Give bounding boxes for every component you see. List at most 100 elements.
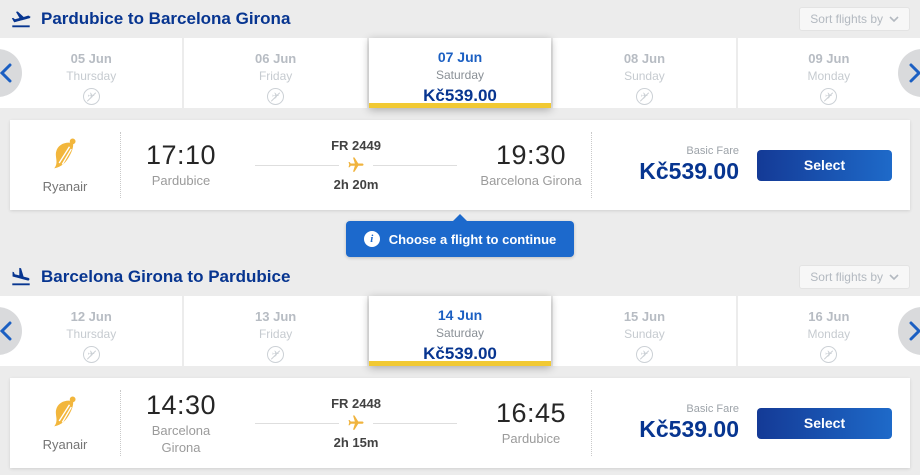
divider <box>120 132 121 198</box>
day-label: Saturday <box>436 326 485 340</box>
date-cell-14-jun-selected[interactable]: 14 Jun Saturday Kč539.00 <box>368 296 552 366</box>
day-label: Saturday <box>436 68 485 82</box>
arrival-time: 16:45 <box>495 398 567 429</box>
outbound-header: Pardubice to Barcelona Girona Sort fligh… <box>0 0 920 38</box>
day-label: Sunday <box>624 69 665 83</box>
airline-block: Ryanair <box>10 394 120 452</box>
inbound-prev-dates-button[interactable] <box>0 307 22 355</box>
plane-icon <box>348 157 364 172</box>
route-block: FR 2448 2h 15m <box>241 396 471 450</box>
fare-type-label: Basic Fare <box>686 403 739 415</box>
day-label: Thursday <box>66 69 117 83</box>
outbound-flight-card: Ryanair 17:10 Pardubice FR 2449 2h 20m 1… <box>10 120 910 210</box>
arrival-station: Pardubice <box>501 431 561 447</box>
date-cell-09-jun[interactable]: 09 Jun Monday ✈ <box>737 38 920 108</box>
inbound-header: Barcelona Girona to Pardubice Sort fligh… <box>0 258 920 296</box>
outbound-date-carousel: 05 Jun Thursday ✈ 06 Jun Friday ✈ 07 Jun… <box>0 38 920 108</box>
day-label: Thursday <box>66 327 117 341</box>
date-price: Kč539.00 <box>423 86 497 105</box>
date-label: 05 Jun <box>70 51 112 66</box>
day-label: Monday <box>807 69 851 83</box>
fare-type-label: Basic Fare <box>686 145 739 157</box>
outbound-title: Pardubice to Barcelona Girona <box>41 9 291 28</box>
tooltip-text: Choose a flight to continue <box>388 231 557 247</box>
flight-number: FR 2449 <box>331 138 381 153</box>
arrival-block: 19:30 Barcelona Girona <box>471 140 591 189</box>
flight-number: FR 2448 <box>331 396 381 411</box>
sort-label: Sort flights by <box>810 12 883 26</box>
fare-block: Basic Fare Kč539.00 <box>592 145 757 185</box>
day-label: Monday <box>807 327 851 341</box>
outbound-select-button[interactable]: Select <box>757 149 892 181</box>
outbound-prev-dates-button[interactable] <box>0 49 22 97</box>
choose-flight-tooltip: i Choose a flight to continue <box>345 214 575 257</box>
airline-block: Ryanair <box>10 136 120 194</box>
date-price: Kč539.00 <box>423 344 497 363</box>
fare-price: Kč539.00 <box>639 416 739 442</box>
date-label: 08 Jun <box>623 51 666 66</box>
no-flight-icon: ✈ <box>635 346 653 363</box>
fare-price: Kč539.00 <box>639 158 739 184</box>
flight-duration: 2h 20m <box>333 177 379 192</box>
divider <box>591 132 592 198</box>
chevron-down-icon <box>889 273 899 280</box>
arrival-station: Barcelona Girona <box>480 173 582 189</box>
date-cell-13-jun[interactable]: 13 Jun Friday ✈ <box>184 296 367 366</box>
inbound-title: Barcelona Girona to Pardubice <box>41 267 291 286</box>
no-flight-icon: ✈ <box>820 346 838 363</box>
no-flight-icon: ✈ <box>82 88 100 105</box>
departure-station: Pardubice <box>151 173 211 189</box>
departure-block: 14:30 Barcelona Girona <box>121 390 241 456</box>
divider <box>591 390 592 456</box>
inbound-next-dates-button[interactable] <box>898 307 920 355</box>
chevron-left-icon <box>0 321 11 341</box>
date-label: 07 Jun <box>437 49 483 65</box>
date-cell-08-jun[interactable]: 08 Jun Sunday ✈ <box>553 38 736 108</box>
date-label: 09 Jun <box>808 51 850 66</box>
date-label: 15 Jun <box>623 309 666 324</box>
no-flight-icon: ✈ <box>635 88 653 105</box>
outbound-next-dates-button[interactable] <box>898 49 920 97</box>
day-label: Friday <box>258 327 293 341</box>
date-label: 14 Jun <box>437 307 483 323</box>
departure-station: Barcelona Girona <box>151 423 211 455</box>
date-cell-05-jun[interactable]: 05 Jun Thursday ✈ <box>0 38 183 108</box>
departure-time: 17:10 <box>145 140 217 171</box>
flight-takeoff-icon <box>11 11 31 28</box>
date-cell-06-jun[interactable]: 06 Jun Friday ✈ <box>184 38 367 108</box>
route-line <box>255 156 457 174</box>
departure-block: 17:10 Pardubice <box>121 140 241 189</box>
date-cell-15-jun[interactable]: 15 Jun Sunday ✈ <box>553 296 736 366</box>
no-flight-icon: ✈ <box>82 346 100 363</box>
flight-duration: 2h 15m <box>333 435 379 450</box>
arrival-block: 16:45 Pardubice <box>471 398 591 447</box>
outbound-sort-button[interactable]: Sort flights by <box>799 7 910 31</box>
inbound-date-carousel: 12 Jun Thursday ✈ 13 Jun Friday ✈ 14 Jun… <box>0 296 920 366</box>
chevron-right-icon <box>909 63 920 83</box>
date-label: 13 Jun <box>255 309 297 324</box>
date-cell-16-jun[interactable]: 16 Jun Monday ✈ <box>737 296 920 366</box>
chevron-right-icon <box>909 321 920 341</box>
inbound-flight-card: Ryanair 14:30 Barcelona Girona FR 2448 2… <box>10 378 910 468</box>
sort-label: Sort flights by <box>810 270 883 284</box>
inbound-sort-button[interactable]: Sort flights by <box>799 265 910 289</box>
chevron-left-icon <box>0 63 11 83</box>
date-cell-12-jun[interactable]: 12 Jun Thursday ✈ <box>0 296 183 366</box>
plane-icon <box>348 415 364 430</box>
chevron-down-icon <box>889 15 899 22</box>
date-cell-07-jun-selected[interactable]: 07 Jun Saturday Kč539.00 <box>368 38 552 108</box>
no-flight-icon: ✈ <box>267 88 285 105</box>
date-label: 16 Jun <box>808 309 850 324</box>
inbound-select-button[interactable]: Select <box>757 407 892 439</box>
airline-name: Ryanair <box>42 179 88 194</box>
tooltip-wrap: i Choose a flight to continue <box>0 213 920 258</box>
departure-time: 14:30 <box>145 390 217 421</box>
ryanair-logo-icon <box>54 396 76 427</box>
day-label: Friday <box>258 69 293 83</box>
divider <box>120 390 121 456</box>
info-icon: i <box>363 231 380 247</box>
date-label: 06 Jun <box>255 51 297 66</box>
ryanair-logo-icon <box>54 138 76 169</box>
no-flight-icon: ✈ <box>267 346 285 363</box>
route-block: FR 2449 2h 20m <box>241 138 471 192</box>
